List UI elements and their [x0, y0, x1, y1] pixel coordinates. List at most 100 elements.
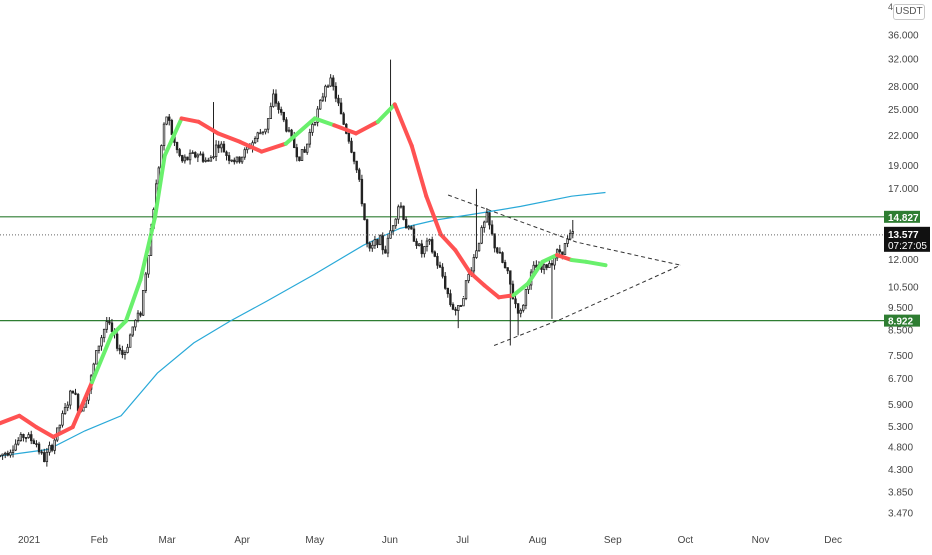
- candle-body: [22, 434, 25, 438]
- candle: [71, 390, 75, 394]
- candle-body: [217, 144, 220, 149]
- candle-body: [493, 233, 496, 249]
- candle-body: [40, 451, 43, 454]
- level-badge: 8.922: [884, 314, 920, 328]
- candle: [230, 159, 233, 163]
- level-badge-box: [884, 210, 920, 223]
- candle: [350, 137, 353, 154]
- candle-body: [17, 440, 20, 445]
- y-tick-label: 5.900: [888, 400, 913, 411]
- candle-body: [459, 305, 463, 307]
- candle-body: [168, 116, 171, 121]
- ma-trend-segment: [283, 116, 317, 146]
- y-tick-label: 32.000: [888, 55, 919, 66]
- candle-body: [399, 205, 403, 208]
- candle: [24, 437, 28, 443]
- candle-body: [423, 246, 426, 255]
- candle: [144, 271, 148, 294]
- candle: [272, 89, 275, 108]
- candle: [332, 75, 335, 91]
- candle-body: [462, 298, 465, 307]
- ma-trend-segment: [424, 194, 443, 237]
- candle: [61, 410, 64, 428]
- x-tick-label: Apr: [234, 535, 250, 546]
- candle: [40, 449, 43, 455]
- candle: [376, 239, 379, 248]
- candle: [358, 167, 361, 182]
- candle: [240, 156, 244, 164]
- ma-trend-segment: [392, 102, 414, 148]
- candle: [233, 157, 236, 165]
- candle: [472, 254, 476, 274]
- candle-body: [321, 96, 325, 101]
- candle: [496, 246, 499, 254]
- candle-body: [464, 280, 468, 299]
- candle-body: [238, 156, 241, 163]
- candle: [277, 101, 280, 114]
- candle-body: [264, 128, 267, 133]
- candle: [493, 233, 496, 253]
- candle: [417, 243, 421, 247]
- candle: [423, 245, 426, 258]
- candle-body: [274, 93, 278, 104]
- candle-body: [368, 242, 371, 249]
- candle: [188, 149, 192, 165]
- candle-body: [350, 140, 353, 153]
- candle: [397, 204, 400, 224]
- candle: [170, 118, 174, 136]
- candle: [45, 447, 49, 467]
- candle-body: [266, 118, 270, 130]
- candle: [566, 235, 569, 248]
- candle-body: [147, 254, 150, 275]
- candle-body: [279, 109, 283, 113]
- ma-trend-series: [0, 102, 608, 439]
- candle: [102, 328, 106, 343]
- candle-body: [568, 232, 572, 240]
- candle-body: [259, 132, 262, 135]
- candle-body: [97, 345, 101, 351]
- candle-body: [74, 392, 77, 395]
- candle: [514, 294, 517, 309]
- candle: [415, 238, 418, 249]
- candle-body: [207, 159, 210, 162]
- ma-trend-segment: [584, 259, 608, 268]
- candle-body: [298, 156, 301, 161]
- candle: [217, 140, 220, 154]
- candle-body: [446, 287, 450, 295]
- candle: [6, 450, 10, 457]
- candle-body: [214, 144, 218, 157]
- candle: [168, 113, 171, 126]
- candle-body: [381, 235, 384, 251]
- candle-body: [550, 263, 554, 266]
- y-tick-label: 5.300: [888, 422, 913, 433]
- candle-body: [165, 116, 168, 125]
- candle-body: [391, 225, 395, 232]
- candle: [399, 202, 403, 209]
- candle-body: [438, 264, 442, 268]
- candle: [147, 254, 150, 278]
- candle-body: [6, 452, 10, 456]
- candle: [259, 128, 262, 135]
- candle-body: [61, 413, 64, 426]
- candle: [181, 154, 184, 163]
- candle: [490, 220, 494, 236]
- candle-body: [261, 131, 265, 134]
- candle-body: [235, 156, 239, 163]
- ma-trend-segment: [409, 143, 429, 199]
- currency-unit-label[interactable]: USDT: [893, 4, 925, 20]
- ma-trend-segment: [162, 116, 184, 158]
- ma-trend-segment: [453, 248, 472, 275]
- candle: [457, 305, 460, 329]
- candle: [550, 260, 554, 319]
- candle-body: [329, 77, 332, 87]
- candle: [522, 304, 525, 313]
- candle: [1, 453, 4, 460]
- candle-body: [386, 237, 390, 254]
- candle-body: [45, 451, 49, 463]
- ma-trend-segment: [496, 293, 516, 300]
- candle-body: [181, 155, 184, 162]
- candle-body: [420, 243, 423, 255]
